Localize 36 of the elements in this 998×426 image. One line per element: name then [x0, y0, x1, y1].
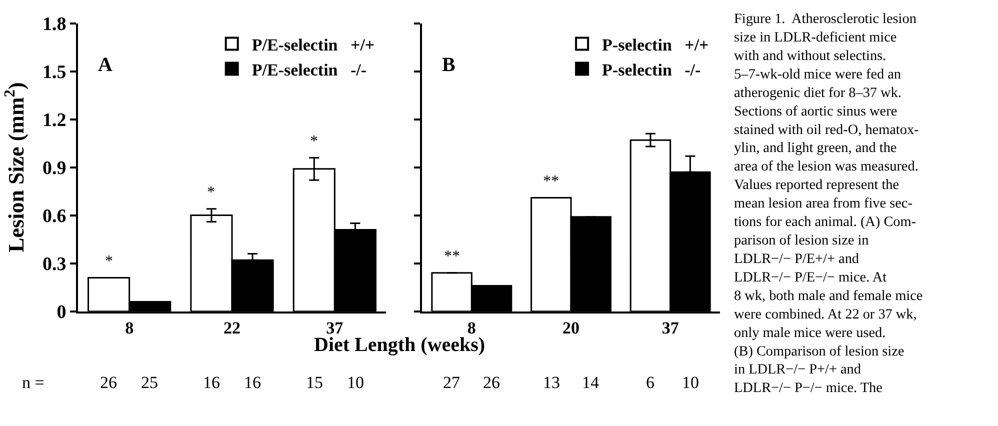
- y-tick-label: 0.3: [42, 254, 66, 275]
- text: 6: [646, 373, 654, 392]
- text: 10: [347, 373, 364, 392]
- annotation: *: [310, 133, 318, 150]
- annotation: *: [207, 184, 215, 201]
- text: 15: [306, 373, 323, 392]
- y-tick-label: 1.5: [42, 62, 66, 83]
- text: 27: [443, 373, 460, 392]
- text: 14: [582, 373, 600, 392]
- x-tick-label: 37: [662, 318, 680, 338]
- x-tick-label: 22: [224, 318, 240, 338]
- legend-label: P-selectin +/+: [602, 35, 709, 54]
- text: 13: [543, 373, 560, 392]
- legend-label: P/E-selectin +/+: [252, 35, 375, 54]
- annotation: *: [105, 253, 113, 270]
- annotation: **: [543, 173, 559, 190]
- y-tick-label: 1.2: [42, 110, 66, 131]
- text: B: [442, 54, 456, 76]
- x-tick-label: 20: [562, 318, 580, 338]
- y-tick-label: 0.6: [42, 206, 66, 227]
- text: 25: [141, 373, 158, 392]
- text: Figure 1. Atherosclerotic lesion size in LDLR-deficient mice with and without selectins. 5–7-wk-old mice were fed an atherogenic diet for 8–37 wk. Sections of aortic sinus were stained with oil red-O, hematox- ylin, and light green, and the area of the lesion was measured. Values reported represent the mean lesion area from five sec- tions for each animal. (A) Com- parison of lesion size in LDLR−/− P/E+/+ and LDLR−/− P/E−/− mice. At 8 wk, both male and female mice were combined. At 22 or 37 wk, only male mice were used. (B) Comparison of lesion size in LDLR−/− P+/+ and LDLR−/− P−/− mice. The: [734, 11, 923, 396]
- y-tick-label: 0.9: [42, 158, 66, 179]
- text: 10: [682, 373, 699, 392]
- text: 26: [100, 373, 117, 392]
- text: 16: [244, 373, 261, 392]
- text: A: [98, 54, 113, 76]
- legend-label: P/E-selectin -/-: [252, 60, 367, 80]
- text: n =: [22, 373, 44, 392]
- y-tick-label: 1.8: [42, 14, 66, 35]
- x-tick-label: 8: [125, 318, 134, 338]
- y-tick-label: 0: [56, 302, 66, 323]
- legend-label: P-selectin -/-: [602, 60, 702, 80]
- annotation: **: [444, 248, 460, 265]
- text: 16: [203, 373, 220, 392]
- text: 26: [483, 373, 500, 392]
